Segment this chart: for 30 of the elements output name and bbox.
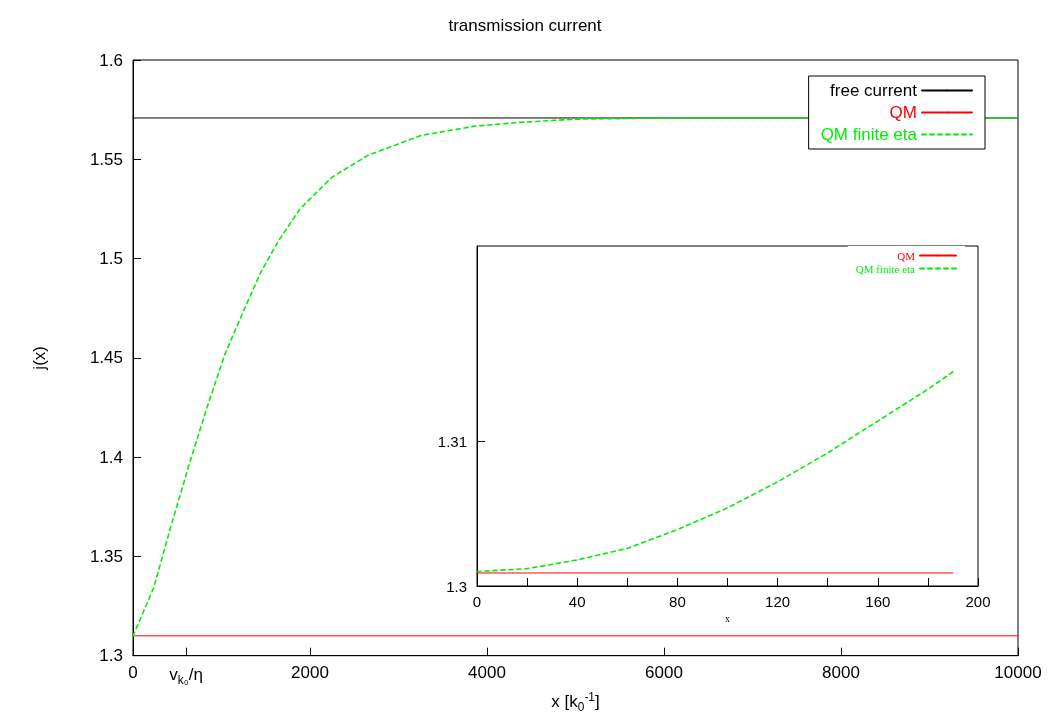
legend-label: QM finite eta [855, 262, 916, 275]
x-tick-label: 80 [669, 593, 686, 610]
y-tick-label: 1.4 [99, 447, 123, 467]
y-tick-label: 1.5 [99, 249, 123, 269]
x-tick-label: 40 [568, 593, 586, 610]
y-tick-label: 1.3 [99, 646, 123, 666]
legend-label: QM finite eta [820, 125, 918, 144]
x-axis-title: x [725, 613, 730, 625]
x-tick-label: 4000 [468, 662, 506, 682]
y-axis-title: j(x) [30, 346, 49, 371]
y-tick-label: 1.6 [99, 50, 123, 70]
x-tick-label: 6000 [645, 662, 683, 682]
x-tick-label: 0 [472, 593, 482, 610]
legend-label: free current [830, 81, 918, 100]
chart-title: transmission current [448, 16, 602, 35]
y-tick-label: 1.45 [89, 348, 123, 368]
x-tick-label: 160 [865, 593, 891, 610]
line-series [476, 371, 954, 573]
y-tick-label: 1.55 [89, 149, 123, 169]
x-tick-label: 0 [128, 662, 138, 682]
x-tick-label: 200 [965, 593, 991, 610]
y-tick-label: 1.31 [437, 432, 467, 450]
legend-label: QM [897, 249, 916, 262]
x-tick-label: 8000 [822, 662, 860, 682]
x-tick-label: 2000 [291, 662, 329, 682]
x-tick-label: 10000 [994, 662, 1042, 682]
legend-label: QM [889, 103, 917, 122]
x-tick-label: 120 [765, 593, 791, 610]
y-tick-label: 1.3 [446, 577, 467, 595]
y-tick-label: 1.35 [89, 546, 123, 566]
